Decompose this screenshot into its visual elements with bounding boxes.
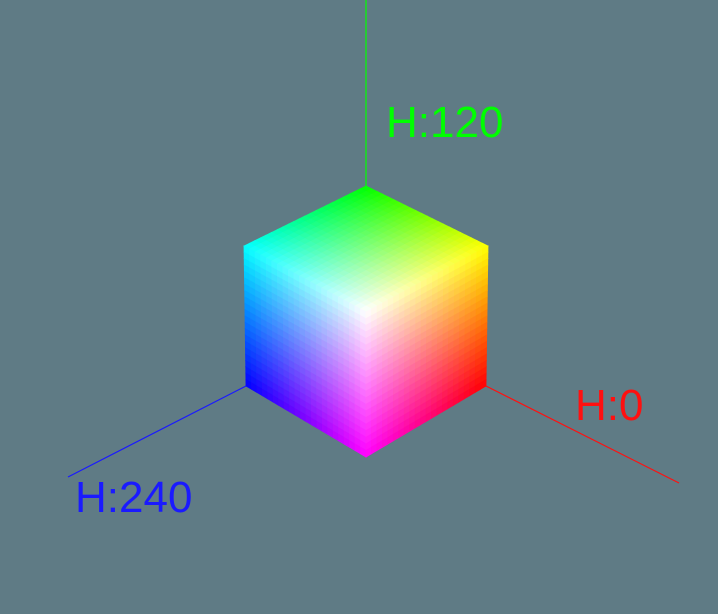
cube-right-face — [365, 245, 489, 458]
red-axis-label: H:0 — [575, 381, 643, 430]
cube — [243, 185, 489, 458]
blue-axis-label: H:240 — [75, 473, 192, 522]
cube-cell — [480, 378, 487, 390]
cube-top-face — [243, 185, 489, 313]
blue-axis-line — [67, 385, 247, 478]
green-axis-label: H:120 — [386, 98, 503, 147]
cube-left-face — [243, 245, 367, 458]
red-axis-line — [485, 385, 680, 484]
